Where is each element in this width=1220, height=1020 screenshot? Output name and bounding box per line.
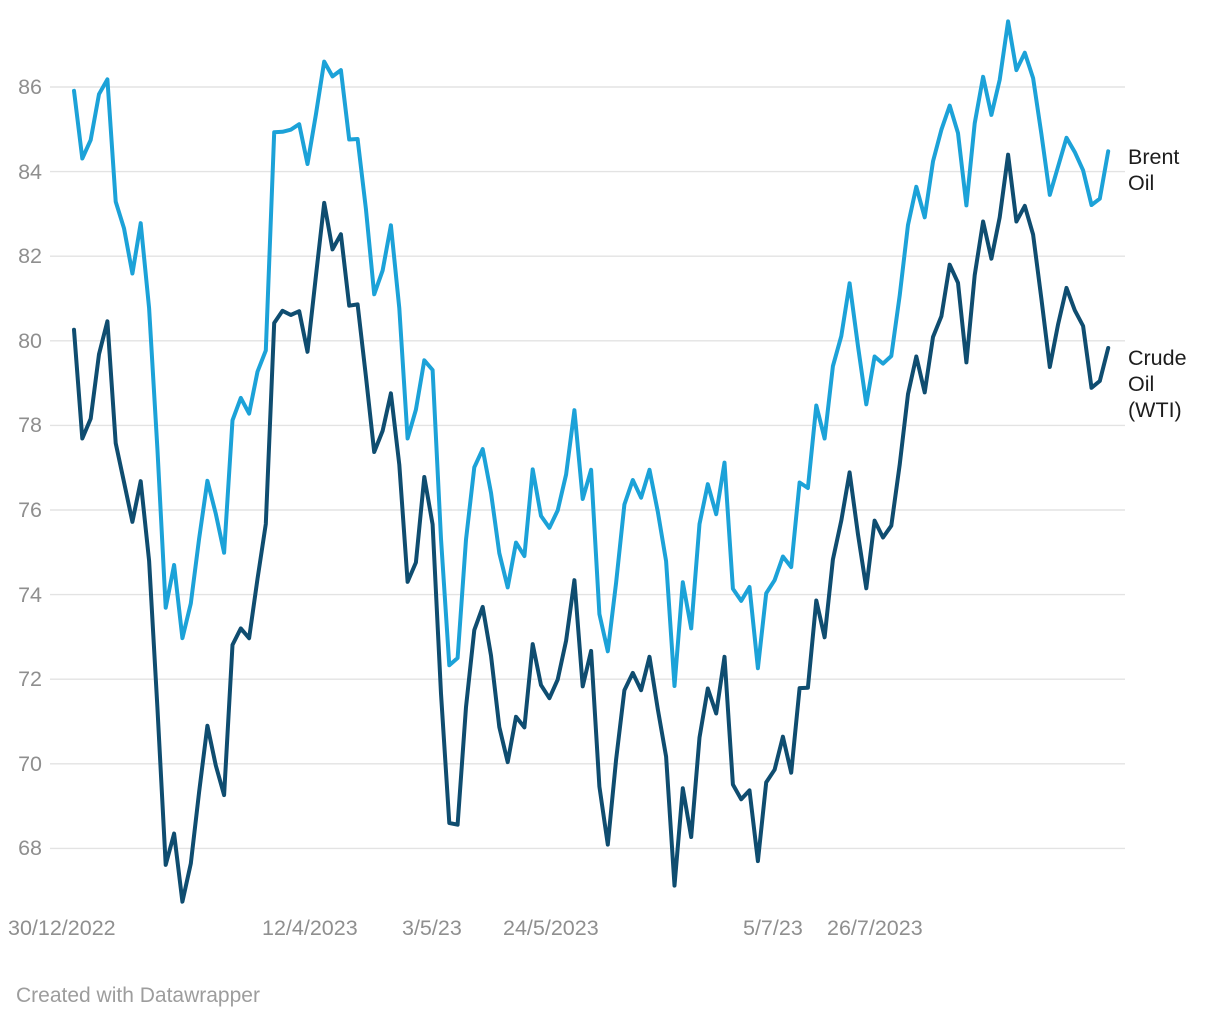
y-tick-label: 72 <box>18 667 42 692</box>
x-tick-label: 12/4/2023 <box>262 916 358 940</box>
wti-line <box>72 152 1111 904</box>
x-tick-label: 24/5/2023 <box>503 916 599 940</box>
y-tick-label: 86 <box>18 75 42 99</box>
x-tick-label: 30/12/2022 <box>8 916 116 940</box>
y-tick-label: 78 <box>18 413 42 438</box>
series-label-line: Oil <box>1128 171 1155 195</box>
x-tick-label: 26/7/2023 <box>827 916 923 940</box>
x-tick-label: 5/7/23 <box>743 916 803 940</box>
y-tick-label: 74 <box>18 582 42 607</box>
series-lines <box>72 19 1111 904</box>
brent-line <box>72 19 1111 688</box>
y-tick-label: 82 <box>18 244 42 269</box>
y-tick-label: 70 <box>18 751 42 776</box>
series-label-line: Crude <box>1128 346 1187 370</box>
series-label-line: Brent <box>1128 145 1180 169</box>
y-tick-label: 84 <box>18 159 42 184</box>
series-label-line: Oil <box>1128 372 1155 396</box>
datawrapper-attribution: Created with Datawrapper <box>16 984 260 1007</box>
x-tick-label: 3/5/23 <box>402 916 462 940</box>
y-tick-label: 80 <box>18 328 42 353</box>
series-label-brent: Brent Oil <box>1128 144 1179 196</box>
y-tick-label: 68 <box>18 836 42 861</box>
series-label-line: (WTI) <box>1128 398 1182 422</box>
gridlines <box>50 86 1125 850</box>
series-label-wti: Crude Oil (WTI) <box>1128 345 1187 423</box>
y-tick-label: 76 <box>18 498 42 522</box>
